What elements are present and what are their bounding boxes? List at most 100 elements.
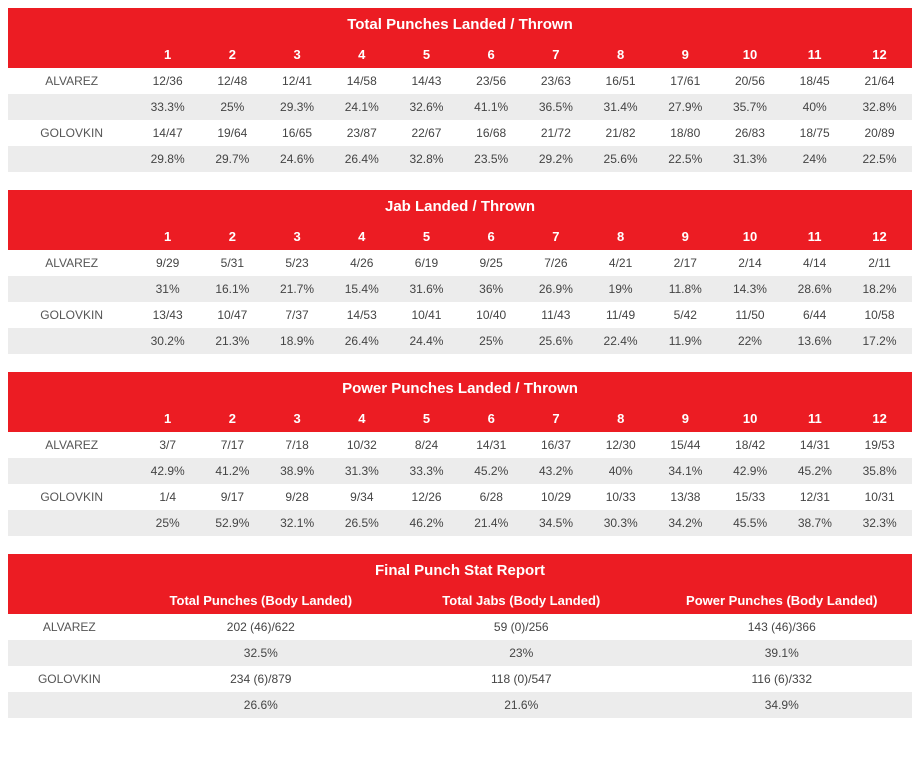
summary-ratio-cell: 118 (0)/547	[391, 666, 651, 692]
ratio-cell: 10/41	[394, 302, 459, 328]
pct-cell: 43.2%	[524, 458, 589, 484]
fighter-name: ALVAREZ	[8, 250, 135, 276]
pct-cell: 24%	[782, 146, 847, 172]
round-table: Power Punches Landed / Thrown12345678910…	[8, 372, 912, 536]
fighter-name-blank	[8, 94, 135, 120]
round-header: 7	[524, 41, 589, 68]
pct-cell: 30.3%	[588, 510, 653, 536]
ratio-cell: 10/31	[847, 484, 912, 510]
pct-cell: 42.9%	[718, 458, 783, 484]
ratio-cell: 6/44	[782, 302, 847, 328]
fighter-name: ALVAREZ	[8, 68, 135, 94]
pct-cell: 46.2%	[394, 510, 459, 536]
ratio-cell: 4/26	[329, 250, 394, 276]
ratio-cell: 26/83	[718, 120, 783, 146]
summary-ratio-cell: 143 (46)/366	[652, 614, 913, 640]
pct-cell: 26.4%	[329, 328, 394, 354]
round-table: Jab Landed / Thrown123456789101112ALVARE…	[8, 190, 912, 354]
pct-cell: 19%	[588, 276, 653, 302]
ratio-cell: 17/61	[653, 68, 718, 94]
round-header: 5	[394, 41, 459, 68]
pct-cell: 35.8%	[847, 458, 912, 484]
pct-cell: 41.1%	[459, 94, 524, 120]
ratio-cell: 10/58	[847, 302, 912, 328]
empty-header	[8, 587, 131, 614]
pct-cell: 21.7%	[265, 276, 330, 302]
ratio-cell: 9/25	[459, 250, 524, 276]
punch-stats-report: Total Punches Landed / Thrown12345678910…	[8, 8, 912, 718]
ratio-cell: 7/17	[200, 432, 265, 458]
pct-cell: 21.4%	[459, 510, 524, 536]
pct-cell: 25%	[135, 510, 200, 536]
pct-cell: 35.7%	[718, 94, 783, 120]
summary-table: Final Punch Stat ReportTotal Punches (Bo…	[8, 554, 912, 718]
ratio-cell: 10/29	[524, 484, 589, 510]
pct-cell: 24.1%	[329, 94, 394, 120]
ratio-cell: 14/43	[394, 68, 459, 94]
round-header: 1	[135, 41, 200, 68]
ratio-cell: 23/63	[524, 68, 589, 94]
ratio-cell: 14/31	[783, 432, 848, 458]
pct-cell: 45.5%	[718, 510, 783, 536]
round-header: 2	[200, 41, 265, 68]
empty-header	[8, 41, 135, 68]
round-header: 5	[394, 223, 459, 250]
pct-cell: 17.2%	[847, 328, 912, 354]
pct-cell: 18.9%	[265, 328, 330, 354]
pct-cell: 25%	[200, 94, 265, 120]
round-header: 9	[653, 41, 718, 68]
round-header: 7	[524, 405, 589, 432]
pct-cell: 24.4%	[394, 328, 459, 354]
fighter-name-blank	[8, 328, 135, 354]
pct-cell: 38.9%	[265, 458, 330, 484]
ratio-cell: 16/37	[524, 432, 589, 458]
pct-cell: 25.6%	[588, 146, 653, 172]
summary-ratio-cell: 116 (6)/332	[652, 666, 913, 692]
ratio-cell: 23/87	[329, 120, 394, 146]
round-header: 11	[782, 223, 847, 250]
pct-cell: 22%	[718, 328, 783, 354]
fighter-name-blank	[8, 276, 135, 302]
ratio-cell: 18/80	[653, 120, 718, 146]
summary-pct-cell: 26.6%	[131, 692, 391, 718]
ratio-cell: 9/29	[135, 250, 200, 276]
ratio-cell: 21/64	[847, 68, 912, 94]
pct-cell: 27.9%	[653, 94, 718, 120]
round-header: 1	[135, 405, 200, 432]
ratio-cell: 5/23	[265, 250, 330, 276]
pct-cell: 42.9%	[135, 458, 200, 484]
summary-pct-cell: 23%	[391, 640, 651, 666]
pct-cell: 32.8%	[847, 94, 912, 120]
summary-pct-cell: 32.5%	[131, 640, 391, 666]
empty-header	[8, 405, 135, 432]
pct-cell: 29.7%	[200, 146, 265, 172]
round-table: Total Punches Landed / Thrown12345678910…	[8, 8, 912, 172]
round-header: 4	[329, 405, 394, 432]
pct-cell: 32.8%	[394, 146, 459, 172]
round-header: 10	[718, 41, 783, 68]
ratio-cell: 10/40	[459, 302, 524, 328]
pct-cell: 31.3%	[329, 458, 394, 484]
pct-cell: 16.1%	[200, 276, 265, 302]
ratio-cell: 1/4	[135, 484, 200, 510]
table-title: Final Punch Stat Report	[8, 554, 912, 587]
ratio-cell: 14/31	[459, 432, 524, 458]
round-header: 10	[718, 223, 783, 250]
pct-cell: 34.1%	[653, 458, 718, 484]
ratio-cell: 6/19	[394, 250, 459, 276]
pct-cell: 33.3%	[394, 458, 459, 484]
pct-cell: 29.2%	[524, 146, 589, 172]
ratio-cell: 7/18	[265, 432, 330, 458]
ratio-cell: 11/50	[718, 302, 783, 328]
ratio-cell: 10/32	[329, 432, 394, 458]
summary-ratio-cell: 202 (46)/622	[131, 614, 391, 640]
ratio-cell: 15/44	[653, 432, 718, 458]
pct-cell: 40%	[782, 94, 847, 120]
ratio-cell: 7/26	[524, 250, 589, 276]
ratio-cell: 14/47	[135, 120, 200, 146]
ratio-cell: 11/49	[588, 302, 653, 328]
ratio-cell: 2/11	[847, 250, 912, 276]
pct-cell: 36.5%	[524, 94, 589, 120]
pct-cell: 23.5%	[459, 146, 524, 172]
pct-cell: 22.4%	[588, 328, 653, 354]
